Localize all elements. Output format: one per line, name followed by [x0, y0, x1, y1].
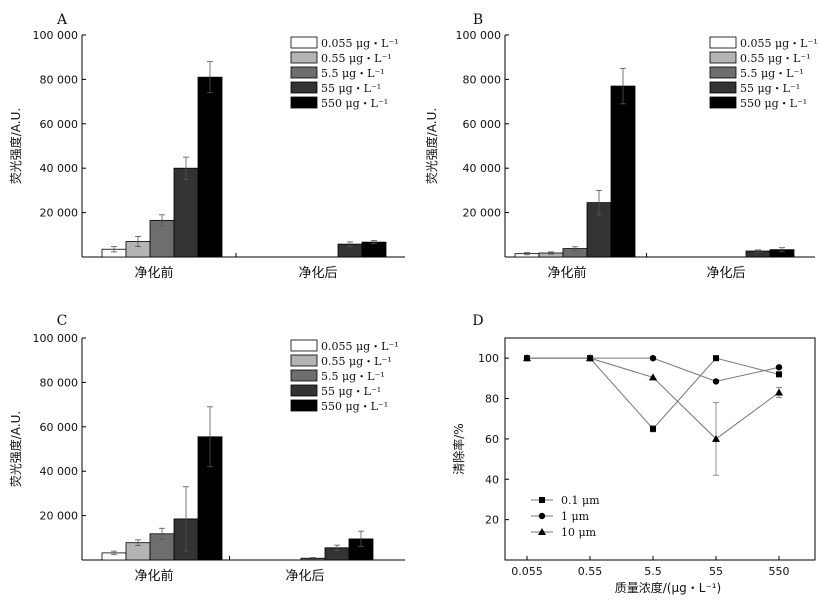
y-tick-label: 80 000 [463, 73, 502, 86]
legend-label: 5.5 μg・L⁻¹ [740, 67, 804, 80]
y-tick-label: 40 [485, 473, 499, 486]
legend-label: 550 μg・L⁻¹ [321, 400, 388, 413]
legend-label: 550 μg・L⁻¹ [740, 97, 807, 110]
category-label: 净化后 [298, 266, 337, 281]
category-label: 净化后 [285, 569, 324, 584]
legend-label: 0.1 μm [561, 494, 600, 507]
y-tick-label: 80 [485, 393, 499, 406]
bar-panel-b: B 荧光强度/A.U. 20 000 40 000 60 000 80 000 100 00… [424, 12, 818, 281]
legend-swatch [290, 96, 318, 109]
y-tick-label: 40 000 [40, 162, 79, 175]
legend-label: 55 μg・L⁻¹ [321, 82, 381, 95]
y-tick-label: 60 [485, 433, 499, 446]
legend-label: 55 μg・L⁻¹ [740, 82, 800, 95]
legend-label: 550 μg・L⁻¹ [321, 97, 388, 110]
x-tick-label: 0.55 [578, 565, 603, 578]
marker-triangle [649, 373, 657, 381]
legend-swatch [290, 354, 318, 367]
y-tick-label: 20 000 [40, 510, 79, 523]
legend-label: 10 μm [561, 526, 597, 539]
x-axis-label: 质量浓度/(μg・L⁻¹) [615, 580, 722, 595]
legend-label: 55 μg・L⁻¹ [321, 385, 381, 398]
legend-label: 0.55 μg・L⁻¹ [321, 52, 392, 65]
legend-swatch [290, 369, 318, 382]
marker-square [713, 355, 719, 362]
x-tick-label: 0.055 [511, 565, 543, 578]
x-tick-label: 5.5 [644, 565, 662, 578]
y-tick-label: 60 000 [40, 421, 79, 434]
y-tick-label: 60 000 [40, 118, 79, 131]
y-tick-label: 100 [478, 352, 499, 365]
panel-label: D [472, 313, 483, 329]
x-tick-label: 550 [769, 565, 790, 578]
bar [149, 219, 175, 258]
plot-frame [504, 337, 816, 561]
legend-swatch [290, 36, 318, 49]
legend-swatch [709, 96, 737, 109]
marker-triangle [538, 528, 546, 535]
y-tick-label: 80 000 [40, 376, 79, 389]
y-tick-label: 40 000 [40, 465, 79, 478]
y-tick-label: 20 000 [463, 207, 502, 220]
legend-swatch [290, 339, 318, 352]
marker-triangle [523, 354, 531, 362]
marker-circle [538, 512, 546, 520]
panel-label: B [473, 12, 483, 28]
marker-circle [649, 354, 657, 362]
y-tick-label: 100 000 [33, 29, 79, 42]
legend-label: 1 μm [561, 510, 590, 523]
y-tick-label: 80 000 [40, 73, 79, 86]
line-panel-d: D 清除率/% 质量浓度/(μg・L⁻¹) 20 40 60 80 100 0.055 0.55 5… [451, 313, 816, 595]
x-tick-label: 55 [709, 565, 723, 578]
category-label: 净化后 [706, 266, 745, 281]
legend-swatch [290, 399, 318, 412]
legend-swatch [709, 81, 737, 94]
legend-swatch [709, 36, 737, 49]
y-tick-label: 40 000 [463, 162, 502, 175]
y-tick-label: 20 [485, 514, 499, 527]
legend-label: 0.55 μg・L⁻¹ [321, 355, 392, 368]
marker-square [539, 497, 545, 503]
y-tick-label: 60 000 [463, 118, 502, 131]
y-axis-label: 荧光强度/A.U. [8, 108, 23, 184]
legend-label: 0.055 μg・L⁻¹ [321, 37, 399, 50]
category-label: 净化前 [134, 265, 173, 281]
legend-swatch [709, 66, 737, 79]
panel-label: A [56, 12, 68, 28]
bar [361, 241, 387, 258]
marker-triangle [586, 354, 594, 362]
legend-label: 0.55 μg・L⁻¹ [740, 52, 811, 65]
category-label: 净化前 [134, 568, 173, 584]
legend-swatch [290, 51, 318, 64]
legend-swatch [709, 51, 737, 64]
y-axis-label: 清除率/% [451, 423, 466, 474]
series-line [527, 357, 780, 430]
legend-swatch [290, 66, 318, 79]
marker-square [776, 371, 782, 378]
category-label: 净化前 [547, 265, 586, 281]
marker-triangle [712, 434, 720, 442]
panel-label: C [57, 313, 68, 329]
marker-circle [775, 364, 783, 371]
marker-circle [712, 378, 720, 385]
legend-label: 0.055 μg・L⁻¹ [321, 340, 399, 353]
marker-square [650, 425, 656, 432]
legend-label: 5.5 μg・L⁻¹ [321, 67, 385, 80]
y-axis-label: 荧光强度/A.U. [424, 108, 439, 184]
marker-triangle [775, 388, 783, 396]
bar-panel-c: C 荧光强度/A.U. 20 000 40 000 60 000 80 000 100 00… [8, 313, 405, 584]
bar [610, 85, 636, 258]
legend-label: 5.5 μg・L⁻¹ [321, 370, 385, 383]
legend-swatch [290, 81, 318, 94]
y-axis-label: 荧光强度/A.U. [8, 411, 23, 487]
bar [197, 76, 223, 258]
bar [173, 167, 199, 258]
legend-swatch [290, 384, 318, 397]
legend-label: 0.055 μg・L⁻¹ [740, 37, 818, 50]
y-tick-label: 100 000 [33, 332, 79, 345]
y-tick-label: 20 000 [40, 207, 79, 220]
y-tick-label: 100 000 [456, 29, 502, 42]
bar-panel-a: A 荧光强度/A.U. 20 000 40 000 60 000 80 000 100 00… [8, 12, 405, 281]
